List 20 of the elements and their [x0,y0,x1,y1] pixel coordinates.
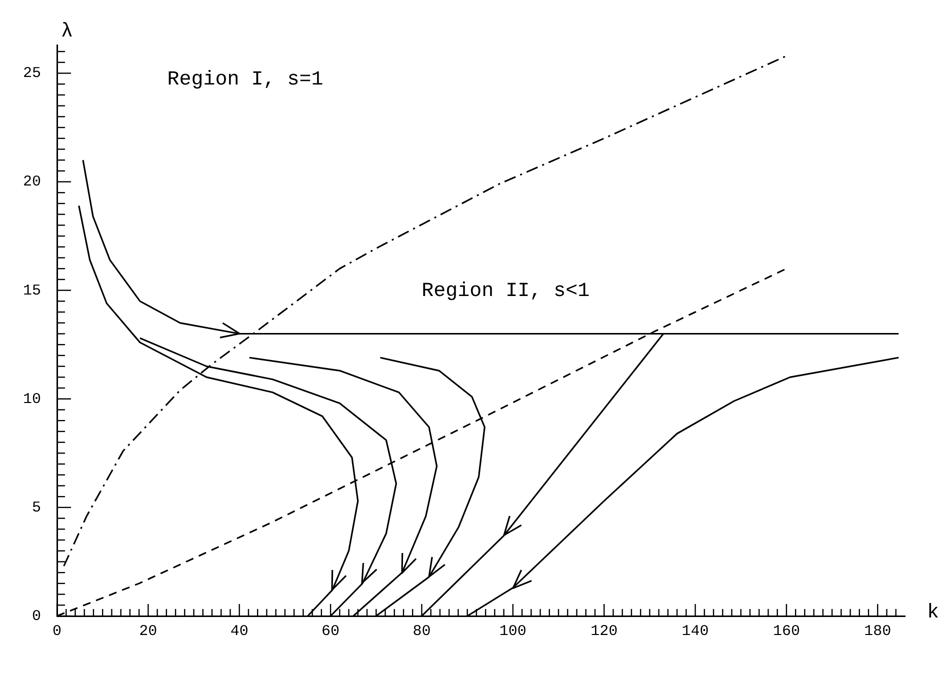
annotation: Region I, s=1 [167,68,324,92]
y-tick-label: 0 [32,608,41,625]
annotation: Region II, s<1 [422,280,590,303]
x-tick-label: 100 [499,622,526,640]
x-tick-label: 160 [772,622,800,640]
x-tick-label: 120 [590,622,618,640]
x-tick-label: 0 [52,622,62,640]
x-tick-label: 20 [139,622,158,640]
x-tick-label: 40 [230,622,248,640]
y-axis-title: λ [60,20,74,44]
y-tick-label: 20 [22,174,41,191]
x-tick-label: 60 [322,622,340,640]
y-tick-label: 10 [22,390,41,408]
x-axis-title: k [927,601,940,624]
x-tick-label: 180 [864,622,892,640]
x-tick-label: 140 [682,622,709,640]
x-tick-label: 80 [412,622,431,640]
y-tick-label: 15 [22,282,41,300]
y-tick-label: 25 [22,65,41,82]
y-tick-label: 5 [32,499,41,516]
